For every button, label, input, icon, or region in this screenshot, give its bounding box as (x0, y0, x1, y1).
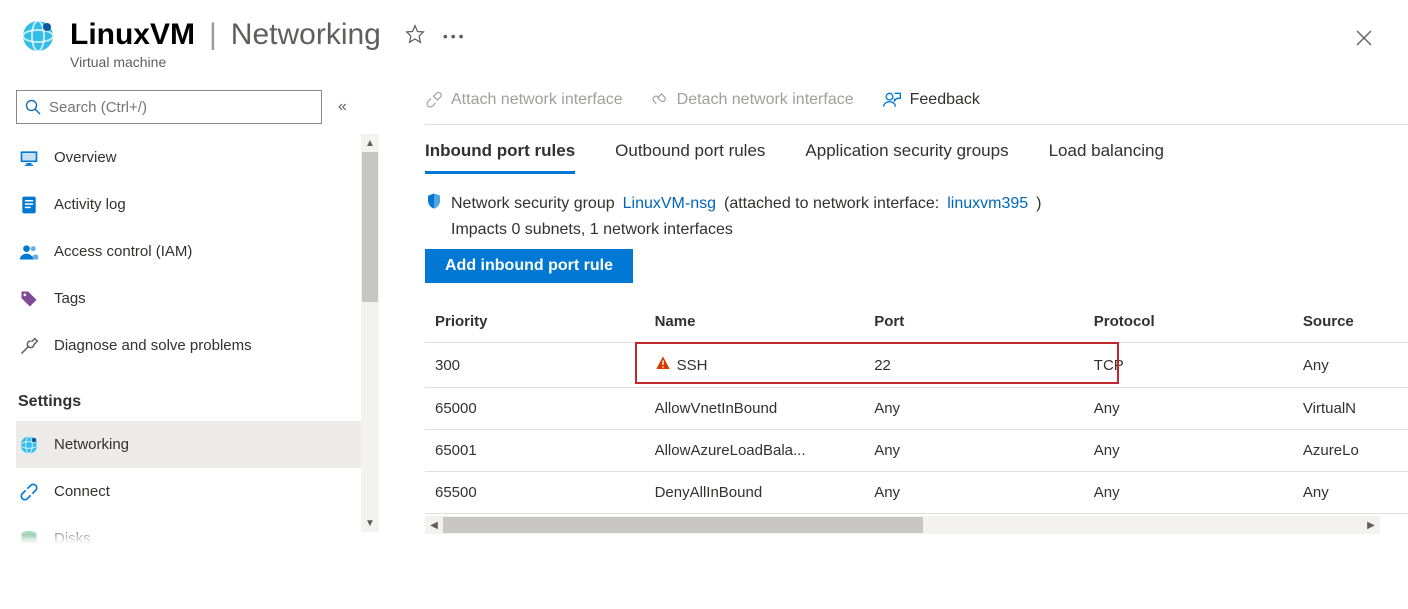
header-titles: LinuxVM | Networking Virtual machine (70, 18, 381, 70)
sidebar-item-label: Connect (54, 483, 110, 500)
feedback-label: Feedback (910, 91, 980, 109)
sidebar-item-label: Access control (IAM) (54, 243, 192, 260)
cell-name: SSH (645, 343, 865, 388)
tab-asg[interactable]: Application security groups (805, 141, 1008, 174)
col-header-protocol[interactable]: Protocol (1084, 305, 1293, 343)
cell-protocol: TCP (1084, 343, 1293, 388)
close-blade-button[interactable] (1348, 22, 1380, 54)
warning-icon (655, 355, 671, 375)
people-icon (18, 241, 40, 263)
nsg-impacts: Impacts 0 subnets, 1 network interfaces (425, 221, 1408, 239)
section-name: Networking (231, 18, 381, 52)
collapse-sidebar-icon[interactable]: « (338, 98, 341, 116)
sidebar-item-tags[interactable]: Tags (16, 275, 364, 322)
resource-search-input[interactable] (49, 99, 313, 116)
rule-row[interactable]: 300SSH22TCPAny (425, 343, 1408, 388)
tab-lb[interactable]: Load balancing (1049, 141, 1164, 174)
resource-subtitle: Virtual machine (70, 54, 381, 70)
detach-nic-label: Detach network interface (677, 91, 854, 109)
h-scroll-thumb[interactable] (443, 517, 923, 533)
cell-name: AllowAzureLoadBala... (645, 430, 865, 472)
nic-attach-icon (425, 91, 443, 109)
col-header-name[interactable]: Name (645, 305, 865, 343)
rule-row[interactable]: 65500DenyAllInBoundAnyAnyAny (425, 472, 1408, 514)
disks-icon (18, 528, 40, 545)
rule-row[interactable]: 65001AllowAzureLoadBala...AnyAnyAzureLo (425, 430, 1408, 472)
cell-source: VirtualN (1293, 388, 1408, 430)
favorite-star-icon[interactable] (405, 24, 425, 47)
cell-port: Any (864, 430, 1084, 472)
attach-nic-button[interactable]: Attach network interface (425, 91, 623, 109)
sidebar-item-label: Activity log (54, 196, 126, 213)
sidebar-item-disks[interactable]: Disks (16, 515, 364, 544)
cell-priority: 65001 (425, 430, 645, 472)
connect-icon (18, 481, 40, 503)
cell-port: 22 (864, 343, 1084, 388)
cell-name: AllowVnetInBound (645, 388, 865, 430)
sidebar-item-label: Tags (54, 290, 86, 307)
feedback-icon (882, 90, 902, 110)
cell-protocol: Any (1084, 388, 1293, 430)
sidebar-item-activity-log[interactable]: Activity log (16, 181, 364, 228)
nsg-suffix: ) (1036, 195, 1041, 213)
sidebar-item-label: Diagnose and solve problems (54, 337, 252, 354)
sidebar-section-header: Settings (16, 369, 364, 421)
sidebar-item-label: Disks (54, 530, 91, 544)
sidebar-item-iam[interactable]: Access control (IAM) (16, 228, 364, 275)
cell-name: DenyAllInBound (645, 472, 865, 514)
shield-icon (425, 192, 443, 215)
add-inbound-rule-button[interactable]: Add inbound port rule (425, 249, 633, 283)
vm-resource-icon (20, 18, 56, 54)
sidebar-item-diagnose[interactable]: Diagnose and solve problems (16, 322, 364, 369)
tag-icon (18, 288, 40, 310)
sidebar-item-overview[interactable]: Overview (16, 134, 364, 181)
search-icon (25, 99, 41, 115)
more-menu-icon[interactable]: ••• (443, 28, 467, 44)
sidebar-item-networking[interactable]: Networking (16, 421, 364, 468)
monitor-icon (18, 147, 40, 169)
scroll-left-icon[interactable]: ◀ (425, 516, 443, 534)
cell-source: AzureLo (1293, 430, 1408, 472)
detach-nic-button[interactable]: Detach network interface (651, 91, 854, 109)
scroll-right-icon[interactable]: ▶ (1362, 516, 1380, 534)
cell-source: Any (1293, 343, 1408, 388)
sidebar-item-label: Networking (54, 436, 129, 453)
rule-row[interactable]: 65000AllowVnetInBoundAnyAnyVirtualN (425, 388, 1408, 430)
tab-inbound[interactable]: Inbound port rules (425, 141, 575, 174)
cell-protocol: Any (1084, 472, 1293, 514)
cell-priority: 65500 (425, 472, 645, 514)
nsg-prefix: Network security group (451, 195, 615, 213)
col-header-source[interactable]: Source (1293, 305, 1408, 343)
col-header-priority[interactable]: Priority (425, 305, 645, 343)
col-header-port[interactable]: Port (864, 305, 1084, 343)
cell-priority: 65000 (425, 388, 645, 430)
log-icon (18, 194, 40, 216)
cell-port: Any (864, 472, 1084, 514)
attach-nic-label: Attach network interface (451, 91, 623, 109)
horizontal-scrollbar[interactable]: ◀ ▶ (425, 516, 1380, 534)
cell-priority: 300 (425, 343, 645, 388)
nsg-link[interactable]: LinuxVM-nsg (623, 195, 716, 213)
globe-icon (18, 434, 40, 456)
search-box[interactable] (16, 90, 322, 124)
nsg-mid: (attached to network interface: (724, 195, 939, 213)
cell-source: Any (1293, 472, 1408, 514)
sidebar-item-connect[interactable]: Connect (16, 468, 364, 515)
tab-outbound[interactable]: Outbound port rules (615, 141, 765, 174)
nic-link[interactable]: linuxvm395 (947, 195, 1028, 213)
feedback-button[interactable]: Feedback (882, 90, 980, 110)
sidebar-item-label: Overview (54, 149, 117, 166)
cell-port: Any (864, 388, 1084, 430)
nic-detach-icon (651, 91, 669, 109)
cell-protocol: Any (1084, 430, 1293, 472)
resource-name: LinuxVM (70, 18, 195, 52)
wrench-icon (18, 335, 40, 357)
